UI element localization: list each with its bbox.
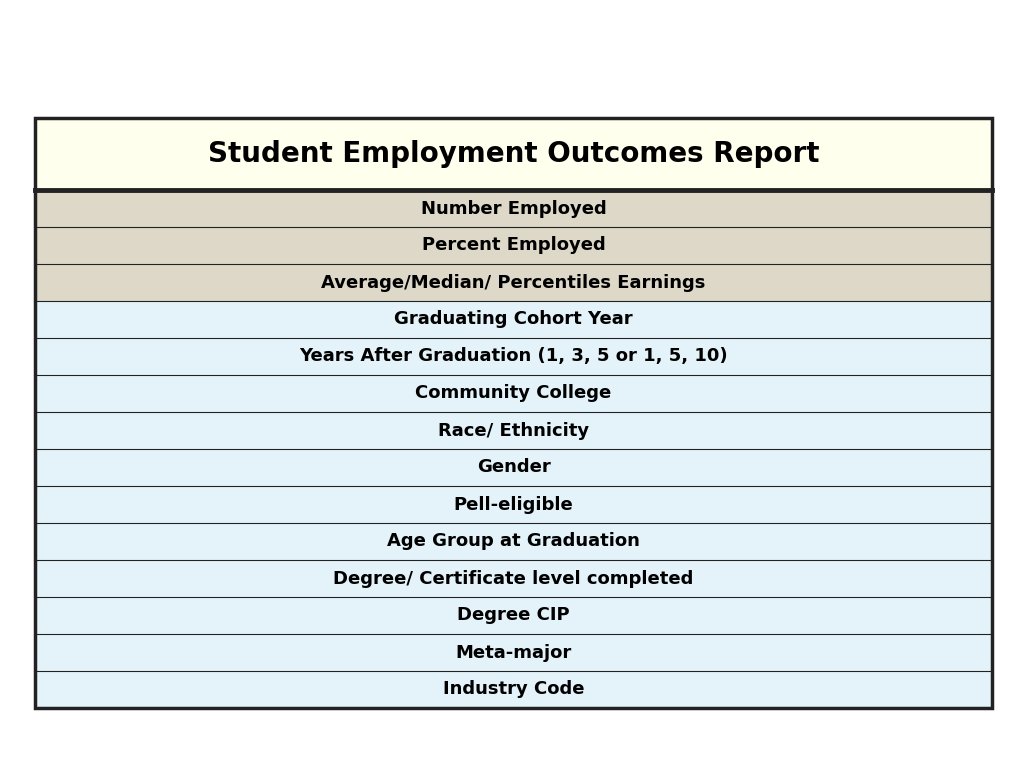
Text: Number Employed: Number Employed — [421, 200, 606, 217]
Bar — [35, 301, 992, 338]
Text: Meta-major: Meta-major — [456, 644, 571, 661]
Bar — [35, 597, 992, 634]
Bar — [35, 190, 992, 227]
Text: Race/ Ethnicity: Race/ Ethnicity — [438, 422, 589, 439]
Bar — [35, 523, 992, 560]
Bar — [35, 118, 992, 708]
Text: Years After Graduation (1, 3, 5 or 1, 5, 10): Years After Graduation (1, 3, 5 or 1, 5,… — [299, 347, 728, 366]
Bar — [35, 412, 992, 449]
Text: Student Employment Outcomes Report: Student Employment Outcomes Report — [208, 140, 819, 168]
Text: Pell-eligible: Pell-eligible — [454, 495, 573, 514]
Bar — [35, 486, 992, 523]
Text: Degree/ Certificate level completed: Degree/ Certificate level completed — [334, 570, 693, 588]
Bar — [35, 634, 992, 671]
Text: Average/Median/ Percentiles Earnings: Average/Median/ Percentiles Earnings — [322, 273, 706, 292]
Text: Graduating Cohort Year: Graduating Cohort Year — [394, 310, 633, 329]
Bar — [35, 227, 992, 264]
Bar — [35, 118, 992, 190]
Text: Industry Code: Industry Code — [442, 680, 585, 699]
Bar — [35, 264, 992, 301]
Bar — [35, 449, 992, 486]
Text: Age Group at Graduation: Age Group at Graduation — [387, 532, 640, 551]
Text: Gender: Gender — [476, 458, 550, 476]
Text: Degree CIP: Degree CIP — [457, 607, 569, 624]
Bar — [35, 560, 992, 597]
Bar — [35, 338, 992, 375]
Text: Community College: Community College — [416, 385, 611, 402]
Bar — [35, 671, 992, 708]
Text: Percent Employed: Percent Employed — [422, 237, 605, 254]
Bar — [35, 375, 992, 412]
